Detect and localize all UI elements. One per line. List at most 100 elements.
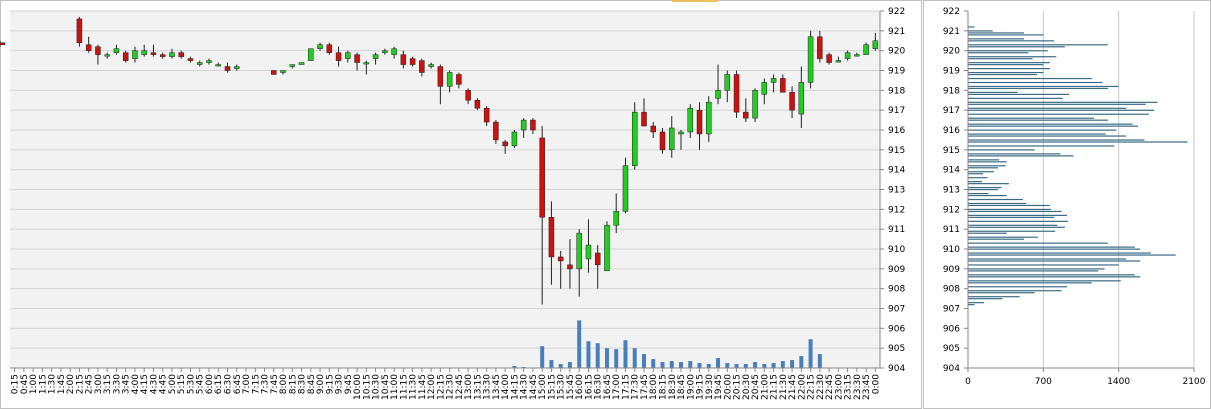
volume-bar <box>604 348 609 368</box>
x-tick-label: 22:00 <box>797 374 807 400</box>
profile-bar <box>968 32 1024 34</box>
y-tick-label: 912 <box>888 205 905 215</box>
x-tick-label: 7:15 <box>251 374 261 394</box>
x-tick-label: 0 <box>965 377 971 387</box>
candle-body <box>206 60 212 63</box>
x-tick-label: 5:30 <box>186 374 196 394</box>
profile-bar <box>968 236 1038 238</box>
candle-body <box>104 54 110 57</box>
volume-bar <box>586 341 591 368</box>
profile-bar <box>968 139 1145 141</box>
x-tick-label: 2:00 <box>66 374 76 394</box>
profile-bar <box>968 216 1055 218</box>
x-tick-label: 22:15 <box>807 374 817 400</box>
candle-body <box>548 217 555 258</box>
profile-bar <box>968 248 1141 250</box>
volume-bar <box>771 363 776 368</box>
candle-body <box>132 50 138 59</box>
x-tick-label: 17:30 <box>631 374 641 400</box>
profile-bar <box>968 109 1155 111</box>
x-tick-label: 23:30 <box>853 374 863 400</box>
profile-bar <box>968 81 1103 84</box>
y-tick-label: 911 <box>888 225 905 235</box>
x-tick-label: 13:15 <box>473 374 483 400</box>
y-tick-label: 907 <box>943 305 960 315</box>
candle-body <box>465 90 471 101</box>
profile-bar <box>968 230 1056 232</box>
x-tick-label: 9:15 <box>325 374 335 394</box>
x-tick-label: 14:45 <box>529 374 539 400</box>
candle-body <box>706 101 712 135</box>
candle-body <box>428 64 434 67</box>
x-tick-label: 11:15 <box>399 374 409 400</box>
profile-bar <box>968 224 1058 226</box>
profile-bar <box>968 254 1176 256</box>
x-tick-label: 4:30 <box>149 374 159 394</box>
candle-body <box>520 119 527 131</box>
x-tick-label: 19:30 <box>705 374 715 400</box>
profile-bar <box>968 135 1127 137</box>
profile-bar <box>968 274 1135 276</box>
candle-body <box>567 264 573 270</box>
profile-bar <box>968 52 1029 54</box>
volume-bar <box>817 354 822 368</box>
x-tick-label: 21:30 <box>779 374 789 400</box>
candle-body <box>733 74 740 113</box>
profile-bar <box>968 290 1062 292</box>
profile-bar <box>968 280 1121 282</box>
y-tick-label: 910 <box>888 245 905 255</box>
candle-body <box>474 100 481 109</box>
y-tick-label: 916 <box>943 126 960 136</box>
candle-body <box>669 127 675 151</box>
profile-bar <box>968 268 1105 270</box>
profile-bar <box>968 192 989 195</box>
candle-body <box>76 18 83 43</box>
candle-body <box>85 44 92 51</box>
profile-bar <box>968 119 1108 121</box>
candle-body <box>122 52 129 61</box>
x-tick-label: 14:15 <box>510 374 520 400</box>
x-tick-label: 17:00 <box>612 374 622 400</box>
x-tick-label: 4:45 <box>159 374 169 394</box>
profile-bar <box>968 123 1133 125</box>
candle-body <box>382 50 388 53</box>
volume-bar <box>651 359 656 368</box>
candle-body <box>187 58 194 61</box>
x-tick-label: 16:30 <box>594 374 604 400</box>
profile-bar <box>968 296 1020 298</box>
candle-body <box>863 44 869 55</box>
x-tick-label: 6:15 <box>214 374 224 394</box>
x-tick-label: 12:00 <box>427 374 437 400</box>
x-tick-label: 1:45 <box>57 374 67 394</box>
y-tick-label: 917 <box>943 106 960 116</box>
y-tick-label: 906 <box>888 324 905 334</box>
profile-bar <box>968 242 1108 244</box>
candle-body <box>798 82 805 115</box>
profile-bar <box>968 91 1018 94</box>
x-tick-label: 5:45 <box>196 374 206 394</box>
x-tick-label: 20:30 <box>742 374 752 400</box>
profile-bar <box>968 85 1119 88</box>
profile-bar <box>968 155 1074 157</box>
profile-bar <box>968 177 988 179</box>
x-tick-label: 2100 <box>1183 377 1206 387</box>
x-tick-label: 9:45 <box>344 374 354 394</box>
candle-body <box>622 165 629 212</box>
y-tick-label: 905 <box>888 344 905 354</box>
candle-body <box>456 74 462 85</box>
profile-bar <box>968 97 1063 99</box>
volume-bar <box>614 349 619 368</box>
candle-body <box>826 54 832 63</box>
candle-body <box>557 256 564 262</box>
profile-bar <box>968 204 1050 207</box>
candle-body <box>576 232 582 270</box>
y-tick-label: 913 <box>888 186 905 196</box>
candle-body <box>743 111 749 119</box>
x-tick-label: 1:15 <box>38 374 48 394</box>
y-tick-label: 909 <box>943 265 960 275</box>
profile-bar <box>968 214 1068 216</box>
volume-bar <box>725 363 730 368</box>
candle-body <box>761 82 768 95</box>
x-tick-label: 13:30 <box>483 374 493 400</box>
x-tick-label: 20:00 <box>723 374 733 400</box>
